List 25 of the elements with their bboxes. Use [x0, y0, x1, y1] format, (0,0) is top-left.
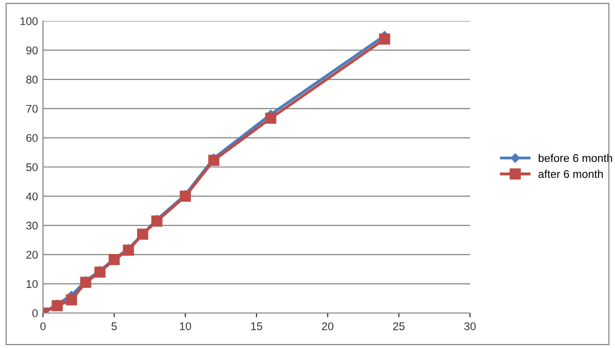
point — [379, 34, 390, 45]
y-tick-label: 70 — [26, 104, 38, 113]
point — [66, 294, 78, 306]
y-tick-label: 100 — [20, 17, 38, 26]
y-tick-label: 50 — [26, 163, 38, 172]
x-tick-label: 5 — [112, 322, 117, 330]
point — [208, 154, 220, 166]
y-tick-label: 40 — [26, 192, 38, 200]
point — [151, 215, 162, 227]
legend-label: before 6 month — [538, 154, 612, 162]
y-tick-label: 20 — [26, 250, 38, 259]
x-tick-label: 0 — [40, 322, 46, 330]
x-tick-label: 25 — [393, 322, 405, 330]
legend-label: after 6 month — [538, 170, 603, 178]
y-tick-label: 60 — [26, 134, 38, 142]
point — [265, 112, 276, 124]
y-tick-label: 30 — [26, 222, 38, 230]
y-tick-label: 10 — [26, 280, 38, 288]
x-tick-label: 10 — [180, 322, 192, 330]
y-tick-label: 0 — [32, 309, 38, 318]
x-tick-label: 15 — [251, 322, 262, 330]
y-tick-label: 90 — [26, 46, 38, 54]
x-tick-label: 30 — [464, 322, 476, 330]
x-tick-label: 20 — [322, 322, 334, 330]
y-tick-label: 80 — [26, 76, 38, 84]
